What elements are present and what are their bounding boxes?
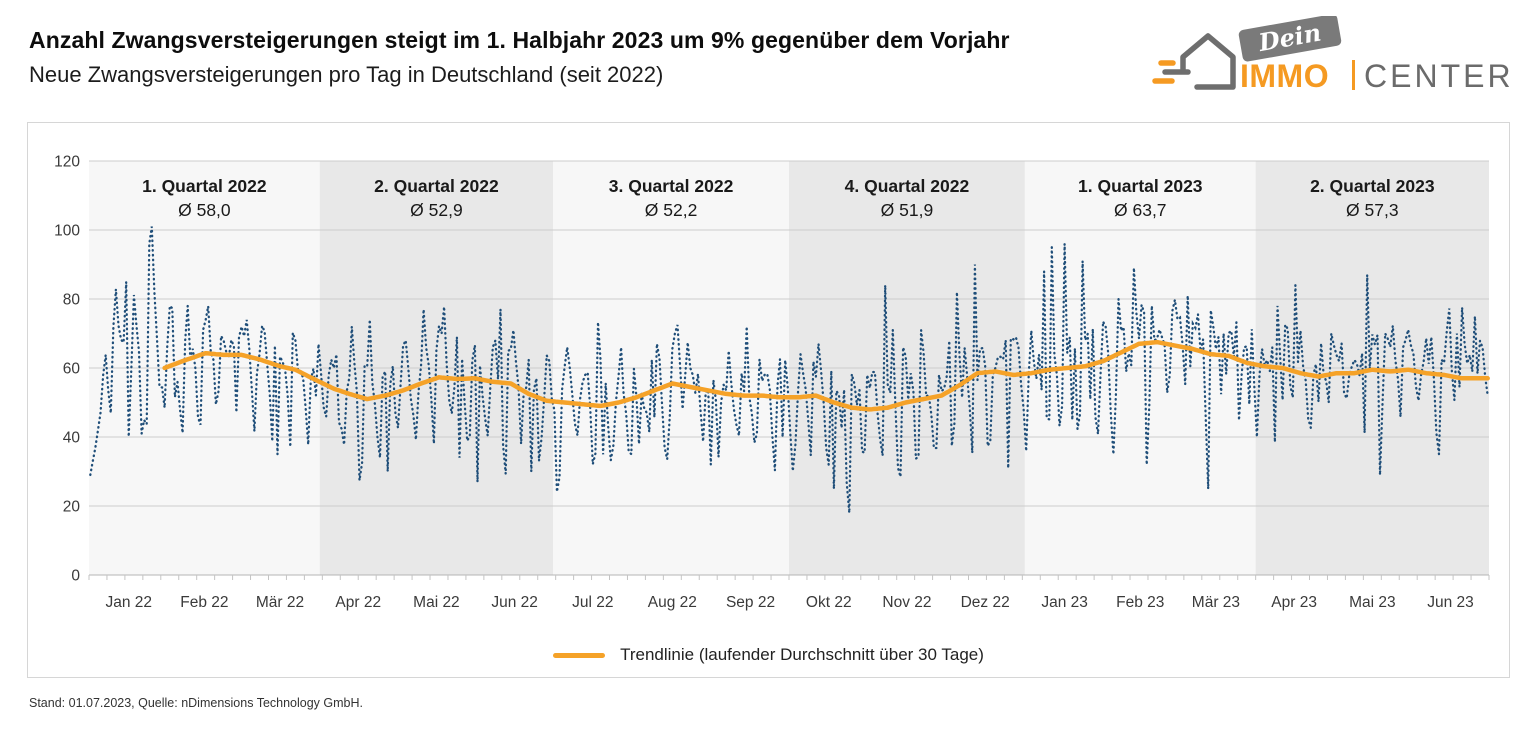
speed-lines-icon bbox=[1152, 60, 1191, 84]
quarter-average-label: Ø 52,9 bbox=[410, 200, 463, 220]
month-label: Jun 23 bbox=[1427, 594, 1474, 611]
quarter-label: 2. Quartal 2023 bbox=[1310, 176, 1435, 196]
brand-banner: Dein bbox=[1238, 16, 1342, 62]
month-label: Jan 22 bbox=[105, 594, 152, 611]
page-title: Anzahl Zwangsversteigerungen steigt im 1… bbox=[29, 27, 1010, 53]
month-label: Feb 22 bbox=[180, 594, 228, 611]
trend-line bbox=[162, 339, 1490, 412]
quarter-label: 1. Quartal 2023 bbox=[1078, 176, 1203, 196]
page-subtitle: Neue Zwangsversteigerungen pro Tag in De… bbox=[29, 62, 664, 87]
y-tick-label: 80 bbox=[63, 292, 81, 309]
brand-banner-text: Dein bbox=[1256, 18, 1324, 58]
y-tick-label: 20 bbox=[63, 499, 81, 516]
month-label: Mär 22 bbox=[256, 594, 304, 611]
legend-line-swatch bbox=[553, 652, 606, 658]
chart-canvas: 0 20 40 60 80 100 120 1. Quartal 2022 Ø 58,0 2. Q… bbox=[54, 154, 1490, 611]
quarter-average-label: Ø 58,0 bbox=[178, 200, 231, 220]
month-label: Dez 22 bbox=[961, 594, 1010, 611]
quarter-label: 3. Quartal 2022 bbox=[609, 176, 734, 196]
y-tick-label: 60 bbox=[63, 361, 81, 378]
month-label: Jul 22 bbox=[572, 594, 613, 611]
month-label: Jun 22 bbox=[491, 594, 538, 611]
y-tick-label: 120 bbox=[54, 154, 80, 171]
legend-label: Trendlinie (laufender Durchschnitt über … bbox=[620, 645, 984, 664]
brand-center: CENTER bbox=[1364, 58, 1514, 94]
house-icon bbox=[1180, 33, 1236, 90]
month-label: Aug 22 bbox=[648, 594, 697, 611]
y-tick-label: 100 bbox=[54, 223, 80, 240]
daily-series-line bbox=[89, 226, 1489, 513]
month-label: Mär 23 bbox=[1192, 594, 1240, 611]
quarter-average-label: Ø 52,2 bbox=[645, 200, 698, 220]
brand-immo: IMMO bbox=[1240, 58, 1329, 94]
y-tick-label: 0 bbox=[71, 568, 80, 585]
quarter-average-label: Ø 63,7 bbox=[1114, 200, 1167, 220]
brand-logo: Dein IMMO CENTER bbox=[1152, 16, 1514, 94]
month-label: Feb 23 bbox=[1116, 594, 1164, 611]
brand-divider bbox=[1352, 60, 1355, 90]
quarter-average-label: Ø 51,9 bbox=[881, 200, 934, 220]
month-label: Apr 23 bbox=[1271, 594, 1317, 611]
quarter-label: 1. Quartal 2022 bbox=[142, 176, 267, 196]
quarter-label: 2. Quartal 2022 bbox=[374, 176, 499, 196]
month-label: Nov 22 bbox=[882, 594, 931, 611]
month-label: Mai 22 bbox=[413, 594, 460, 611]
month-label: Jan 23 bbox=[1041, 594, 1088, 611]
y-tick-label: 40 bbox=[63, 430, 81, 447]
month-label: Sep 22 bbox=[726, 594, 775, 611]
chart-card: 0 20 40 60 80 100 120 1. Quartal 2022 Ø 58,0 2. Q… bbox=[27, 122, 1510, 678]
quarter-label: 4. Quartal 2022 bbox=[845, 176, 970, 196]
month-label: Okt 22 bbox=[806, 594, 852, 611]
month-label: Apr 22 bbox=[335, 594, 381, 611]
footer-note: Stand: 01.07.2023, Quelle: nDimensions T… bbox=[29, 696, 363, 710]
quarter-average-label: Ø 57,3 bbox=[1346, 200, 1399, 220]
month-label: Mai 23 bbox=[1349, 594, 1396, 611]
legend: Trendlinie (laufender Durchschnitt über … bbox=[28, 645, 1509, 665]
